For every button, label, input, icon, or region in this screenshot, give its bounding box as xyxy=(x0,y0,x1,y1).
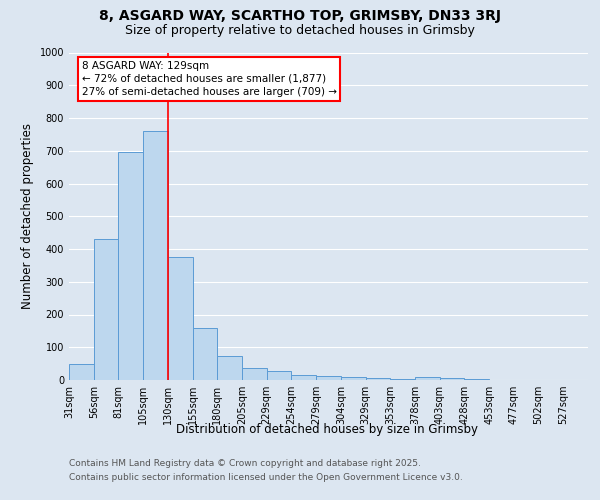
Bar xyxy=(242,368,267,380)
Text: Distribution of detached houses by size in Grimsby: Distribution of detached houses by size … xyxy=(176,422,478,436)
Bar xyxy=(464,379,489,380)
Bar xyxy=(292,375,316,380)
Bar xyxy=(415,378,440,380)
Bar xyxy=(143,131,168,380)
Text: 8, ASGARD WAY, SCARTHO TOP, GRIMSBY, DN33 3RJ: 8, ASGARD WAY, SCARTHO TOP, GRIMSBY, DN3… xyxy=(99,9,501,23)
Bar xyxy=(390,379,415,380)
Bar xyxy=(341,376,365,380)
Bar xyxy=(267,371,292,380)
Bar xyxy=(94,239,118,380)
Text: Contains HM Land Registry data © Crown copyright and database right 2025.: Contains HM Land Registry data © Crown c… xyxy=(69,459,421,468)
Bar xyxy=(193,328,217,380)
Y-axis label: Number of detached properties: Number of detached properties xyxy=(21,123,34,309)
Bar xyxy=(168,257,193,380)
Bar xyxy=(118,152,143,380)
Bar xyxy=(316,376,341,380)
Bar xyxy=(69,364,94,380)
Bar xyxy=(440,378,464,380)
Text: Size of property relative to detached houses in Grimsby: Size of property relative to detached ho… xyxy=(125,24,475,37)
Text: Contains public sector information licensed under the Open Government Licence v3: Contains public sector information licen… xyxy=(69,472,463,482)
Bar xyxy=(217,356,242,380)
Text: 8 ASGARD WAY: 129sqm
← 72% of detached houses are smaller (1,877)
27% of semi-de: 8 ASGARD WAY: 129sqm ← 72% of detached h… xyxy=(82,60,337,97)
Bar xyxy=(365,378,390,380)
